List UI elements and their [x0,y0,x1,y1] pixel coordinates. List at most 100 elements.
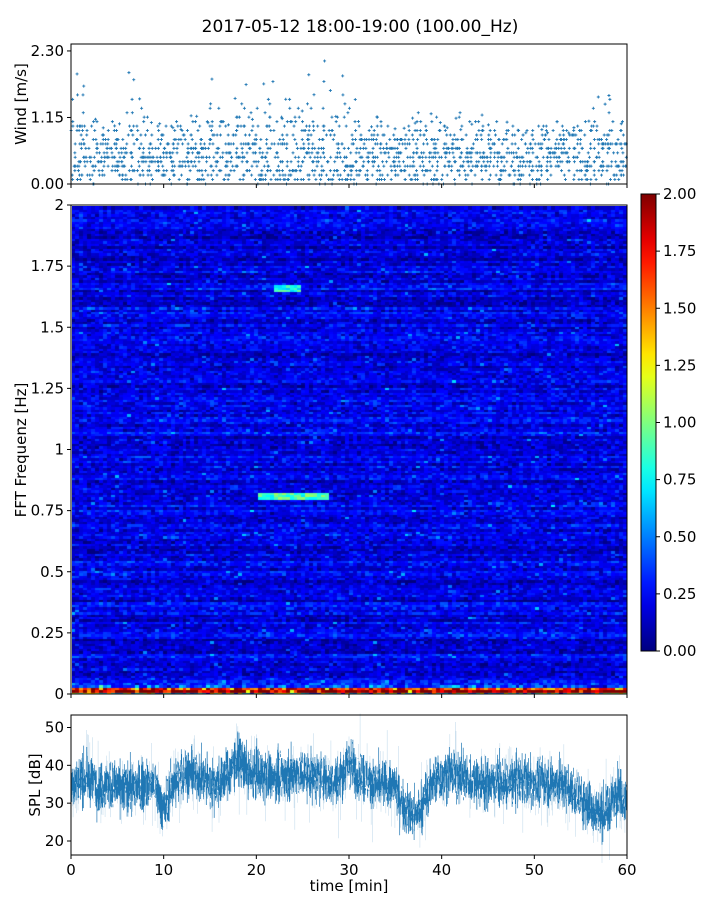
wind-point [156,137,160,141]
wind-point [275,169,279,173]
wind-point [212,155,216,159]
wind-point [451,137,455,141]
wind-point [416,111,420,115]
wind-point [395,155,399,159]
wind-point [186,160,190,164]
wind-point [415,169,419,173]
wind-point [244,83,248,87]
wind-point [344,124,348,128]
wind-point [385,160,389,164]
wind-point [531,129,535,133]
spectrogram-ylabel: FFT Frequenz [Hz] [12,383,30,518]
wind-point [73,164,77,168]
wind-point [450,164,454,168]
wind-point [530,178,534,182]
wind-point [250,164,254,168]
wind-point [296,160,300,164]
wind-point [586,151,590,155]
wind-point [263,111,267,115]
wind-point [209,173,213,177]
wind-point [226,133,230,137]
y-tick-label: 1.25 [31,379,64,397]
wind-point [357,173,361,177]
wind-point [183,160,187,164]
wind-point [497,178,501,182]
wind-point [477,129,481,133]
wind-point [454,160,458,164]
wind-point [116,169,120,173]
wind-point [500,169,504,173]
wind-point [596,95,600,99]
wind-point [589,178,593,182]
wind-point [299,164,303,168]
wind-point [175,120,179,124]
wind-point [357,151,361,155]
wind-point [137,164,141,168]
wind-point [293,137,297,141]
wind-point [544,124,548,128]
wind-point [85,133,89,137]
spectrogram-axes: 0 0.25 0.5 0.75 1 1.25 1.5 1.75 2 [31,196,628,703]
wind-point [285,164,289,168]
wind-point [180,173,184,177]
wind-point [424,137,428,141]
wind-point [82,142,86,146]
wind-point [526,146,530,150]
spectrogram-heatmap [72,206,627,694]
wind-point [543,133,547,137]
wind-point [304,124,308,128]
wind-point [352,178,356,182]
wind-point [435,169,439,173]
wind-point [276,155,280,159]
wind-point [194,142,198,146]
wind-point [105,146,109,150]
wind-point [488,173,492,177]
wind-point [458,173,462,177]
wind-point [262,164,266,168]
wind-point [381,160,385,164]
wind-point [175,146,179,150]
wind-point [154,146,158,150]
wind-point [157,169,161,173]
wind-point [403,164,407,168]
wind-point [94,137,98,141]
wind-point [577,151,581,155]
wind-point [557,146,561,150]
wind-point [505,160,509,164]
wind-point [293,155,297,159]
wind-point [535,178,539,182]
wind-point [88,173,92,177]
wind-point [586,164,590,168]
wind-point [385,146,389,150]
wind-point [171,169,175,173]
wind-point [202,142,206,146]
wind-point [608,97,612,101]
wind-point [218,155,222,159]
wind-point [621,133,625,137]
wind-point [124,173,128,177]
wind-point [265,151,269,155]
wind-point [440,173,444,177]
wind-point [127,169,131,173]
wind-point [141,173,145,177]
wind-point [306,133,310,137]
wind-point [296,178,300,182]
wind-point [118,173,122,177]
wind-point [511,169,515,173]
wind-point [193,160,197,164]
wind-point [308,155,312,159]
wind-point [195,114,199,118]
wind-point [331,178,335,182]
wind-point [416,178,420,182]
wind-point [132,142,136,146]
wind-point [162,169,166,173]
wind-point [567,169,571,173]
wind-point [216,160,220,164]
wind-point [81,111,85,115]
wind-point [600,173,604,177]
wind-point [356,119,360,123]
wind-point [205,155,209,159]
wind-point [467,164,471,168]
wind-point [471,146,475,150]
wind-point [354,169,358,173]
